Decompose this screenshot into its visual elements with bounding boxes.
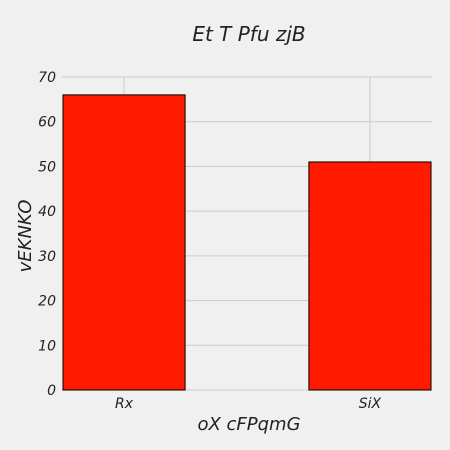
y-tick-label: 0 [47, 383, 56, 399]
y-tick-label: 20 [38, 294, 56, 310]
chart-title: Et T Pfu zjB [192, 22, 305, 46]
y-tick-label: 40 [38, 204, 56, 220]
y-tick-label: 70 [38, 70, 56, 86]
x-tick-label: SiX [359, 396, 382, 412]
bars [62, 94, 432, 391]
y-tick-label: 60 [38, 115, 56, 131]
bar-rx [62, 94, 186, 391]
x-tick-label: Rx [115, 396, 134, 412]
y-tick-labels: 0 10 20 30 40 50 60 70 [38, 70, 56, 399]
y-tick-label: 30 [38, 249, 56, 265]
x-axis-label: oX cFPqmG [197, 414, 300, 435]
y-tick-label: 10 [38, 338, 56, 354]
y-tick-label: 50 [38, 159, 56, 175]
bar-six [308, 161, 432, 391]
y-axis-label: vEKNKO [15, 200, 36, 273]
x-tick-labels: Rx SiX [115, 396, 381, 412]
